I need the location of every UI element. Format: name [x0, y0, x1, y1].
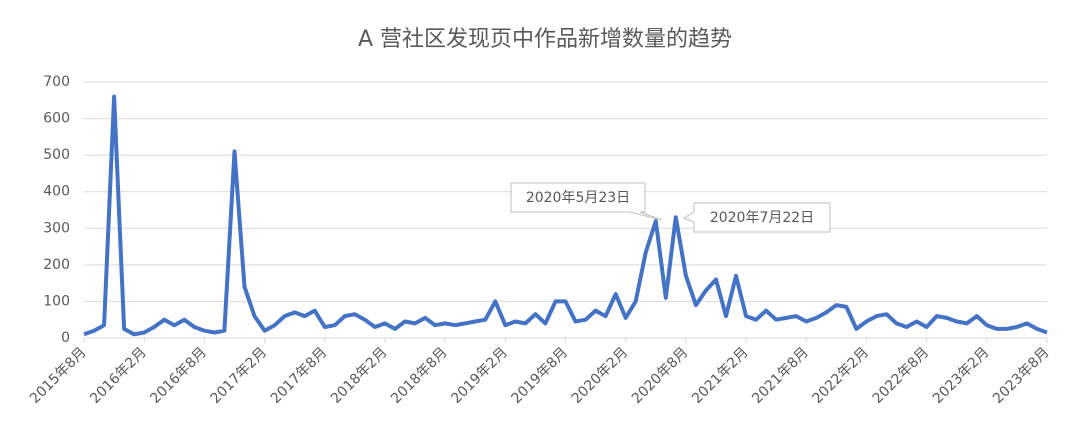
callout-box [510, 182, 663, 221]
y-tick-label: 0 [61, 330, 70, 346]
x-tick-label: 2023年8月 [990, 344, 1053, 407]
x-tick-label: 2019年8月 [509, 344, 572, 407]
y-tick-label: 700 [43, 74, 70, 90]
x-tick-label: 2020年8月 [629, 344, 692, 407]
x-tick-label: 2017年8月 [268, 344, 331, 407]
x-tick-label: 2015年8月 [27, 344, 90, 407]
x-tick-label: 2016年8月 [147, 344, 210, 407]
y-tick-label: 100 [43, 293, 70, 309]
x-tick-label: 2023年2月 [930, 344, 993, 407]
y-tick-label: 400 [43, 184, 70, 200]
x-tick-label: 2022年2月 [809, 344, 872, 407]
callout-box [682, 202, 831, 233]
y-tick-label: 500 [43, 147, 70, 163]
x-tick-label: 2021年8月 [749, 344, 812, 407]
annotation: 2020年7月22日 [710, 210, 814, 226]
callout: 2020年7月22日 [682, 202, 831, 233]
x-tick-label: 2018年8月 [388, 344, 451, 407]
y-tick-label: 600 [43, 111, 70, 127]
x-tick-label: 2020年2月 [569, 344, 632, 407]
x-tick-label: 2018年2月 [328, 344, 391, 407]
x-tick-label: 2017年2月 [208, 344, 271, 407]
x-tick-label: 2022年8月 [870, 344, 933, 407]
x-tick-label: 2019年2月 [448, 344, 511, 407]
y-tick-label: 300 [43, 220, 70, 236]
callout: 2020年5月23日 [510, 182, 663, 221]
line-series [83, 94, 1048, 337]
x-tick-label: 2016年2月 [87, 344, 150, 407]
x-tick-label: 2021年2月 [689, 344, 752, 407]
y-tick-label: 200 [43, 257, 70, 273]
annotation: 2020年5月23日 [526, 190, 630, 206]
chart-title: A 营社区发现页中作品新增数量的趋势 [358, 27, 732, 52]
